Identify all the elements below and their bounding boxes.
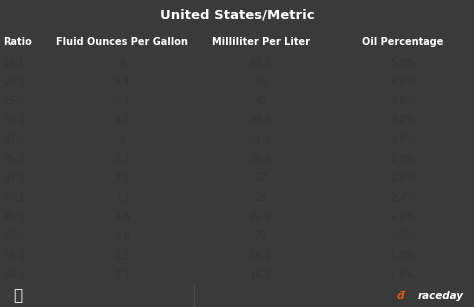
Text: Fluid Ounces Per Gallon: Fluid Ounces Per Gallon bbox=[56, 37, 188, 47]
Text: 4.3: 4.3 bbox=[114, 115, 130, 126]
Text: 3.5: 3.5 bbox=[114, 173, 130, 183]
Text: 62.5: 62.5 bbox=[249, 57, 272, 68]
Text: 32:1: 32:1 bbox=[3, 135, 26, 145]
Text: 2.6: 2.6 bbox=[114, 231, 130, 241]
Text: 2.6%: 2.6% bbox=[390, 173, 416, 183]
Text: 50:1: 50:1 bbox=[3, 231, 26, 241]
Text: 35:1: 35:1 bbox=[3, 154, 26, 164]
Text: 3.2: 3.2 bbox=[114, 193, 130, 203]
Text: đ: đ bbox=[397, 291, 404, 301]
Text: United States/Metric: United States/Metric bbox=[160, 9, 314, 22]
Text: 1.6%: 1.6% bbox=[390, 270, 416, 280]
Text: Ratio: Ratio bbox=[3, 37, 32, 47]
Text: 4.8%: 4.8% bbox=[390, 77, 416, 87]
Text: 40:1: 40:1 bbox=[3, 193, 26, 203]
Text: 55:1: 55:1 bbox=[3, 251, 26, 261]
Text: 3.0%: 3.0% bbox=[390, 135, 416, 145]
Text: 28.6: 28.6 bbox=[250, 154, 272, 164]
Text: 2.4%: 2.4% bbox=[390, 193, 416, 203]
Text: 3.8%: 3.8% bbox=[390, 96, 416, 106]
Text: 20:1: 20:1 bbox=[3, 77, 26, 87]
Text: 25: 25 bbox=[255, 193, 267, 203]
Text: Oil Percentage: Oil Percentage bbox=[362, 37, 444, 47]
Text: 20: 20 bbox=[255, 231, 267, 241]
Text: raceday: raceday bbox=[418, 291, 464, 301]
Text: 18.2: 18.2 bbox=[250, 251, 272, 261]
Text: 2.2%: 2.2% bbox=[390, 212, 416, 222]
Text: 25:1: 25:1 bbox=[3, 96, 26, 106]
Text: 60:1: 60:1 bbox=[3, 270, 26, 280]
Text: 37:1: 37:1 bbox=[3, 173, 26, 183]
Text: 45:1: 45:1 bbox=[3, 212, 26, 222]
Text: 2.3: 2.3 bbox=[114, 251, 130, 261]
Text: ⎙: ⎙ bbox=[13, 288, 23, 303]
Text: 3.7: 3.7 bbox=[114, 154, 130, 164]
Text: 33.3: 33.3 bbox=[250, 115, 272, 126]
Text: 2.1: 2.1 bbox=[114, 270, 130, 280]
Text: 3.2%: 3.2% bbox=[390, 115, 416, 126]
Text: 2.0%: 2.0% bbox=[390, 231, 416, 241]
Text: 22.2: 22.2 bbox=[249, 212, 272, 222]
Text: 16:1: 16:1 bbox=[3, 57, 26, 68]
Text: 2.8%: 2.8% bbox=[390, 154, 416, 164]
Text: 40: 40 bbox=[255, 96, 267, 106]
Text: 8: 8 bbox=[119, 57, 125, 68]
Text: 16.7: 16.7 bbox=[249, 270, 272, 280]
Text: Milliliter Per Liter: Milliliter Per Liter bbox=[212, 37, 310, 47]
Text: 27: 27 bbox=[255, 173, 267, 183]
Text: 1.8%: 1.8% bbox=[390, 251, 416, 261]
Text: 5.9%: 5.9% bbox=[390, 57, 416, 68]
Text: 2.8: 2.8 bbox=[114, 212, 130, 222]
Text: 5.1: 5.1 bbox=[114, 96, 130, 106]
Text: 4: 4 bbox=[119, 135, 125, 145]
Text: 6.4: 6.4 bbox=[114, 77, 130, 87]
Text: 30:1: 30:1 bbox=[3, 115, 26, 126]
Text: 31.3: 31.3 bbox=[250, 135, 272, 145]
Text: 50: 50 bbox=[255, 77, 267, 87]
